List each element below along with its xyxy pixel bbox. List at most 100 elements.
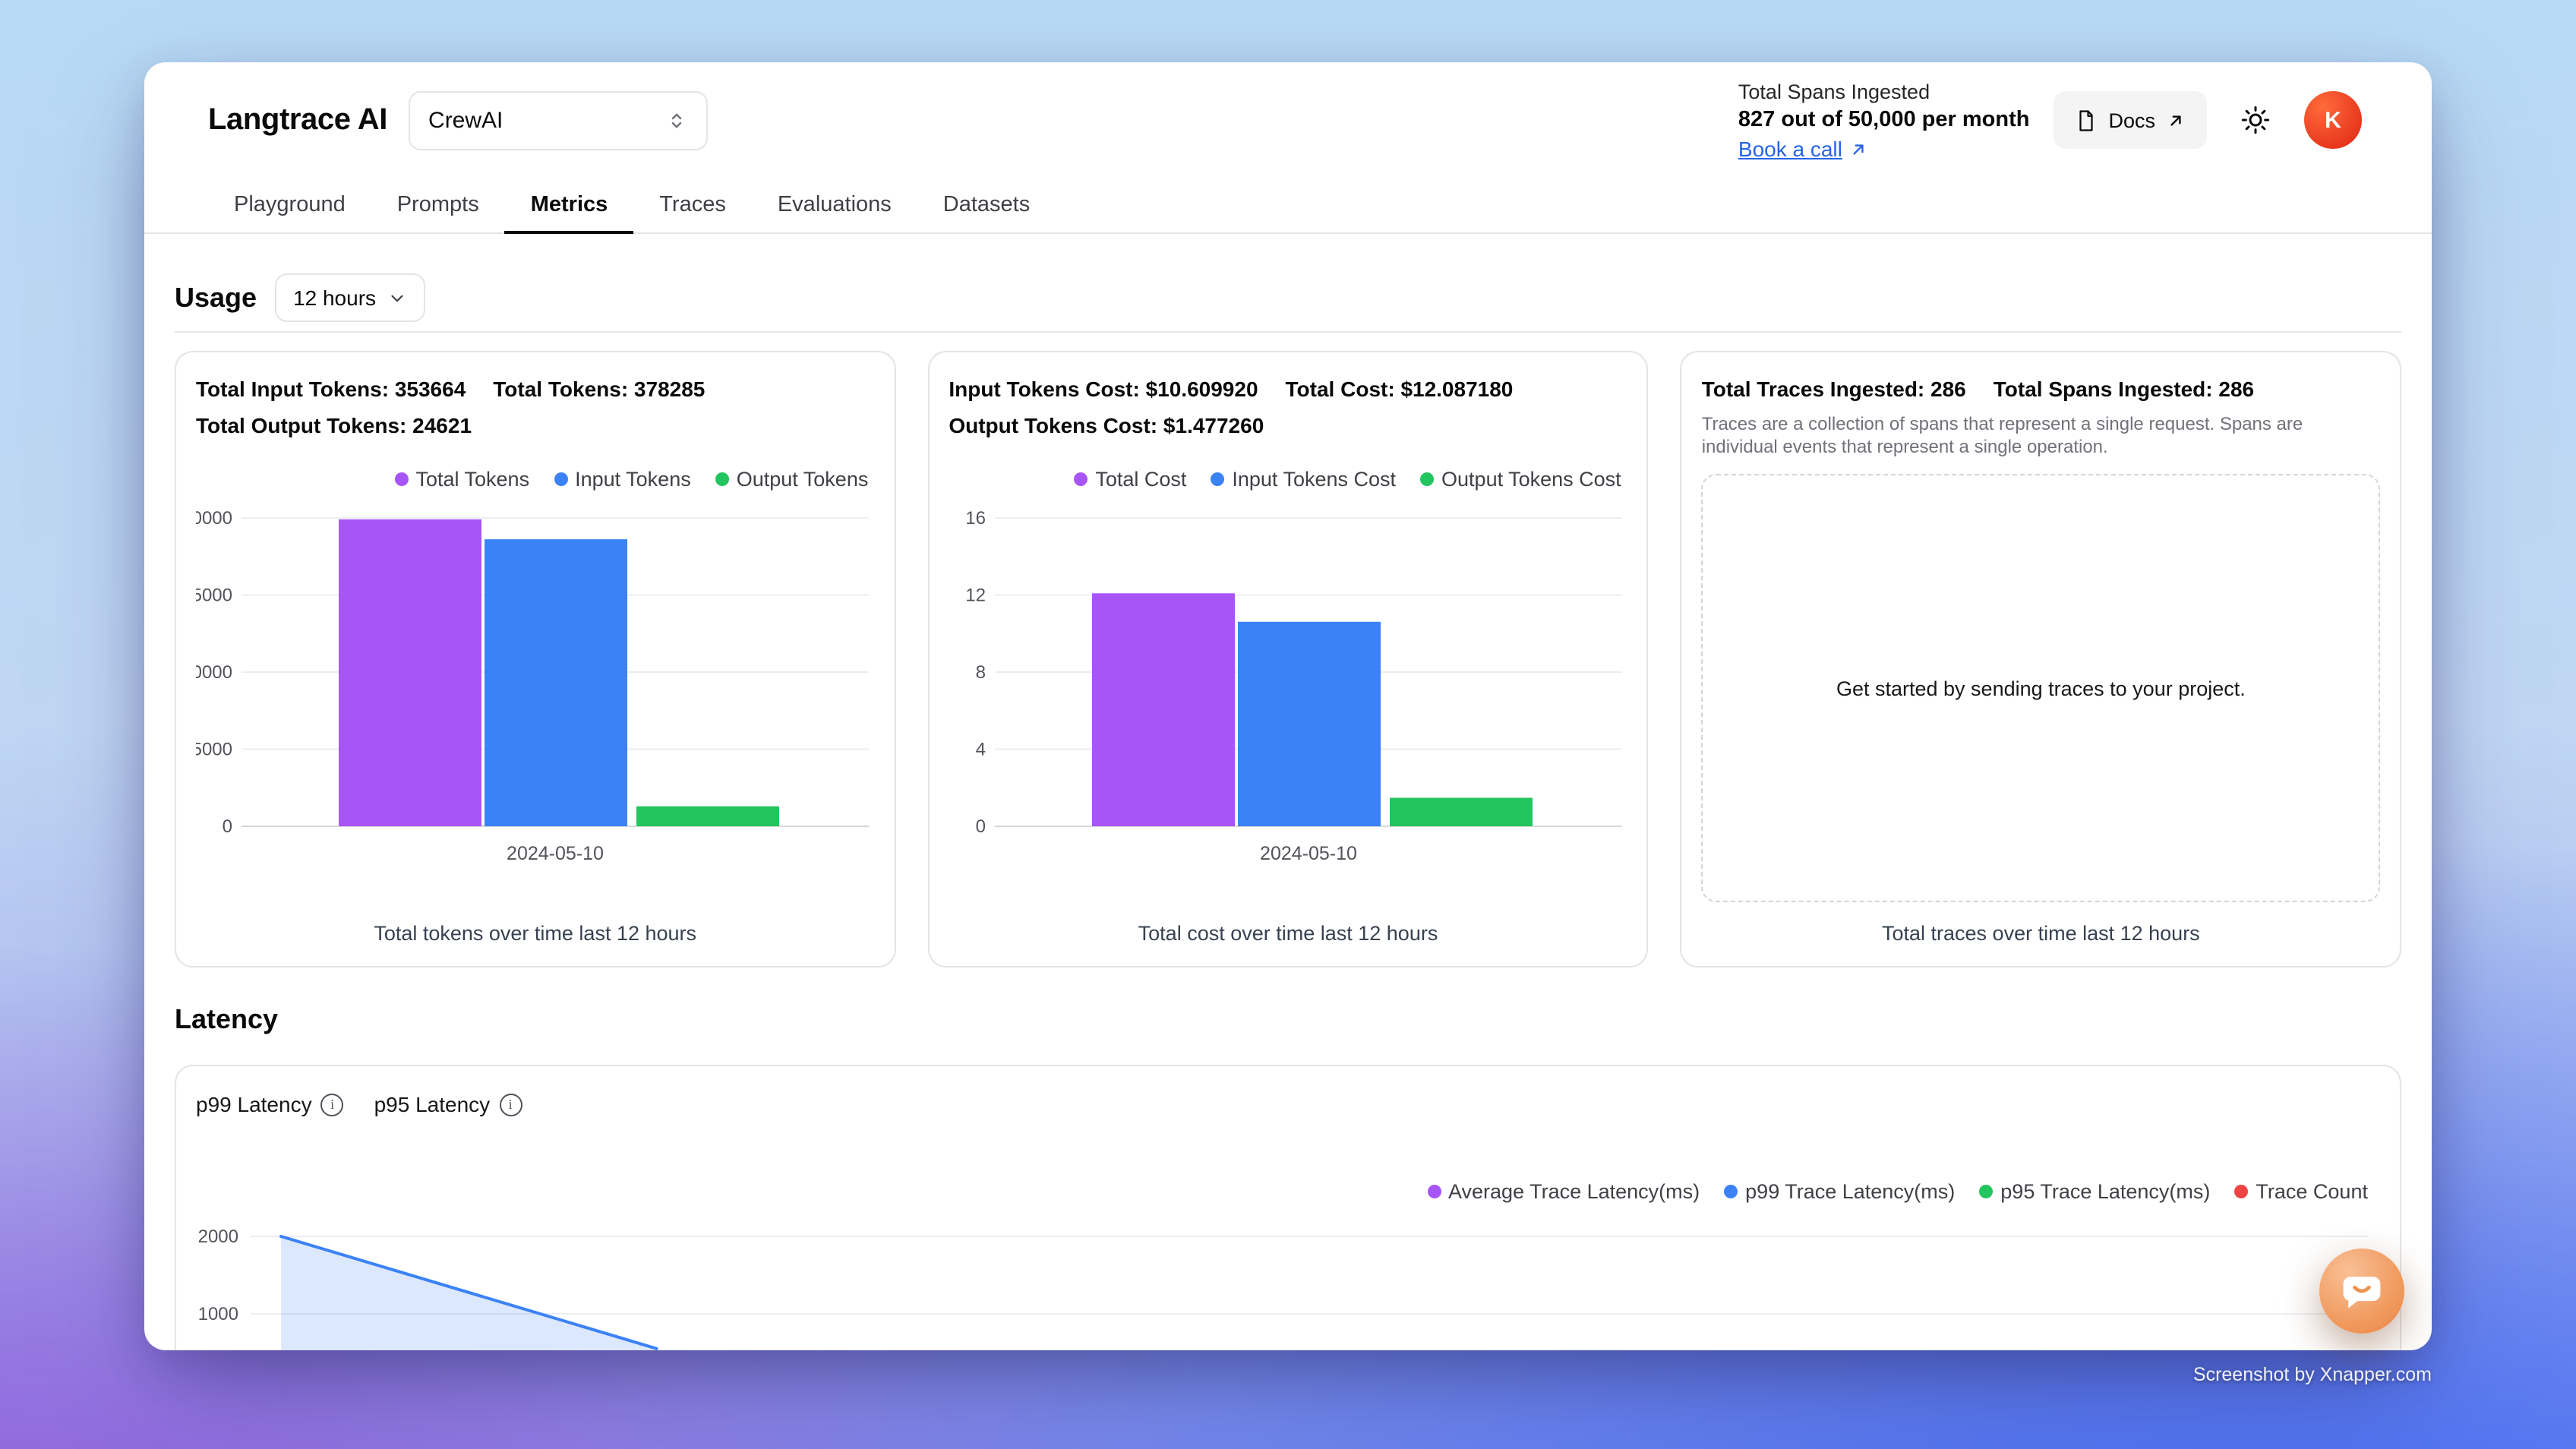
cost-bar-chart: 0 4 8 12 16 2024-05-10: [965, 508, 1622, 864]
spans-ingested-value: 827 out of 50,000 per month: [1738, 107, 2030, 131]
legend-dot: [1724, 1185, 1738, 1198]
svg-text:1000: 1000: [198, 1304, 238, 1324]
tab-traces[interactable]: Traces: [659, 193, 726, 217]
stat-value: Total Traces Ingested: 286: [1701, 377, 1966, 401]
nav-tabs: Playground Prompts Metrics Traces Evaluation…: [144, 178, 2432, 234]
legend-dot: [554, 472, 568, 486]
section-divider: [175, 331, 2401, 333]
arrow-up-right-icon: [1853, 144, 1864, 154]
docs-button[interactable]: Docs: [2054, 91, 2207, 149]
legend-dot: [1420, 472, 1435, 486]
user-avatar[interactable]: K: [2304, 91, 2362, 149]
header: Langtrace AI CrewAI Total Spans Ingested…: [144, 62, 2432, 178]
latency-toggle-label: p95 Latency: [374, 1092, 491, 1116]
traces-stats: Total Traces Ingested: 286 Total Spans In…: [1702, 371, 2380, 407]
svg-text:285000: 285000: [196, 586, 232, 606]
latency-toggles: p99 Latency i p95 Latency i: [196, 1092, 2380, 1116]
tokens-usage-card: Total Input Tokens: 353664 Total Tokens: …: [175, 351, 896, 968]
legend-item: Output Tokens Cost: [1420, 468, 1621, 491]
stat-value: Output Tokens Cost: $1.477260: [949, 413, 1264, 437]
brand-logo: Langtrace AI: [208, 103, 388, 136]
legend-label: p99 Trace Latency(ms): [1745, 1180, 1956, 1203]
book-a-call-label: Book a call: [1738, 136, 1842, 160]
theme-toggle-button[interactable]: [2225, 90, 2286, 150]
tokens-bar-chart: 0 95000 190000 285000 380000 2024-05-10: [196, 508, 869, 864]
legend-dot: [2234, 1185, 2249, 1198]
legend-item: p95 Trace Latency(ms): [1979, 1180, 2210, 1203]
traces-card: Total Traces Ingested: 286 Total Spans In…: [1680, 351, 2402, 968]
chart-caption: Total tokens over time last 12 hours: [374, 922, 697, 945]
legend-item: Input Tokens: [554, 468, 691, 491]
sun-icon: [2241, 106, 2270, 134]
stat-value: Total Output Tokens: 24621: [196, 413, 472, 437]
tab-metrics[interactable]: Metrics: [504, 178, 634, 234]
project-selector-value: CrewAI: [428, 107, 504, 133]
legend-label: Input Tokens: [575, 468, 691, 491]
usage-heading: Usage: [175, 282, 257, 312]
cost-chart-legend: Total Cost Input Tokens Cost Output Tokens…: [949, 468, 1627, 491]
stat-value: Total Input Tokens: 353664: [196, 377, 466, 401]
tab-playground[interactable]: Playground: [234, 193, 346, 217]
legend-label: Total Tokens: [415, 468, 530, 491]
legend-dot: [1211, 472, 1225, 486]
p95-latency-toggle[interactable]: p95 Latency i: [374, 1092, 522, 1116]
arrow-up-right-icon: [2170, 115, 2181, 125]
legend-label: Trace Count: [2256, 1180, 2368, 1203]
time-range-selector[interactable]: 12 hours: [275, 273, 425, 322]
p99-latency-toggle[interactable]: p99 Latency i: [196, 1092, 344, 1116]
chat-widget-button[interactable]: [2319, 1249, 2404, 1334]
traces-empty-state: Get started by sending traces to your pr…: [1701, 474, 2381, 902]
langtrace-app-window: Langtrace AI CrewAI Total Spans Ingested…: [144, 62, 2432, 1350]
legend-item: Total Cost: [1074, 468, 1186, 491]
tab-prompts[interactable]: Prompts: [396, 193, 479, 217]
info-icon: i: [499, 1093, 522, 1116]
chart-caption: Total traces over time last 12 hours: [1882, 922, 2200, 945]
traces-description: Traces are a collection of spans that re…: [1701, 413, 2303, 457]
spans-ingested-label: Total Spans Ingested: [1738, 80, 1930, 103]
docs-button-label: Docs: [2108, 109, 2155, 131]
watermark: Screenshot by Xnapper.com: [2192, 1364, 2432, 1385]
plan-usage-info: Total Spans Ingested 827 out of 50,000 p…: [1738, 77, 2030, 163]
svg-text:16: 16: [965, 508, 986, 529]
svg-text:2024-05-10: 2024-05-10: [1259, 843, 1356, 864]
chart-caption: Total cost over time last 12 hours: [1138, 922, 1438, 945]
stat-row: Input Tokens Cost: $10.609920 Total Cost:…: [949, 371, 1627, 407]
legend-item: Average Trace Latency(ms): [1427, 1180, 1700, 1203]
legend-item: Output Tokens: [715, 468, 869, 491]
stat-value: Input Tokens Cost: $10.609920: [949, 377, 1258, 401]
stat-value: Total Spans Ingested: 286: [1993, 377, 2255, 401]
stat-row: Total Traces Ingested: 286 Total Spans In…: [1702, 371, 2380, 407]
tab-datasets[interactable]: Datasets: [942, 193, 1031, 217]
svg-text:2000: 2000: [198, 1226, 238, 1247]
legend-dot: [1074, 472, 1088, 486]
legend-label: Output Tokens: [736, 468, 869, 491]
latency-area-chart: 2000 1000: [198, 1226, 2368, 1350]
chevron-down-icon: [390, 294, 402, 301]
stat-value: Total Tokens: 378285: [493, 377, 706, 401]
document-icon: [2079, 109, 2094, 131]
legend-label: Output Tokens Cost: [1441, 468, 1621, 491]
chat-bubble-icon: [2343, 1277, 2381, 1309]
latency-chart-legend: Average Trace Latency(ms) p99 Trace Laten…: [196, 1180, 2380, 1203]
info-icon: i: [320, 1093, 344, 1116]
legend-label: Total Cost: [1095, 468, 1187, 491]
legend-item: Input Tokens Cost: [1211, 468, 1396, 491]
stat-row: Total Input Tokens: 353664 Total Tokens: …: [196, 371, 874, 407]
legend-label: Input Tokens Cost: [1232, 468, 1397, 491]
svg-text:0: 0: [975, 816, 985, 837]
book-a-call-link[interactable]: Book a call: [1738, 134, 1868, 163]
legend-item: Trace Count: [2234, 1180, 2368, 1203]
svg-text:95000: 95000: [196, 740, 232, 760]
chevron-up-down-icon: [671, 112, 682, 128]
legend-item: p99 Trace Latency(ms): [1724, 1180, 1955, 1203]
stat-row: Output Tokens Cost: $1.477260: [949, 407, 1627, 444]
project-selector[interactable]: CrewAI: [409, 90, 709, 150]
cost-usage-card: Input Tokens Cost: $10.609920 Total Cost:…: [927, 351, 1649, 968]
tab-evaluations[interactable]: Evaluations: [777, 193, 892, 217]
main-content: Usage 12 hours Total Input Tokens: 35366…: [144, 273, 2432, 1350]
svg-text:2024-05-10: 2024-05-10: [507, 843, 604, 864]
legend-label: Average Trace Latency(ms): [1448, 1180, 1700, 1203]
latency-card: p99 Latency i p95 Latency i Average Trace L…: [175, 1065, 2401, 1350]
svg-text:0: 0: [223, 816, 232, 837]
